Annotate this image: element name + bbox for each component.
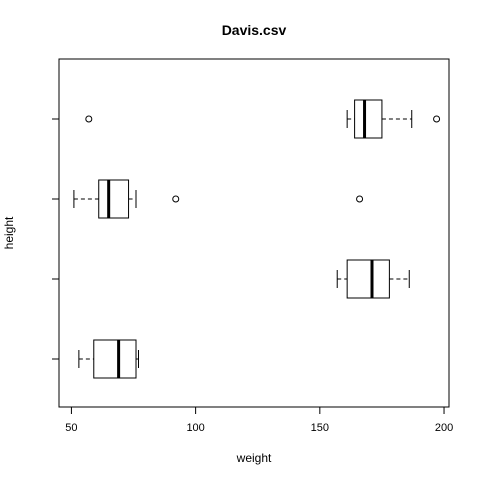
box-iqr (98, 179, 130, 219)
x-tick-label: 50 (65, 422, 77, 434)
box-iqr (354, 99, 383, 139)
outlier-point (433, 115, 441, 123)
box-iqr (346, 259, 390, 299)
y-axis (52, 118, 60, 360)
x-tick-label: 150 (311, 422, 329, 434)
outlier-point (172, 195, 180, 203)
x-tick-label: 200 (435, 422, 453, 434)
box-1 (78, 339, 139, 379)
boxes-group (73, 99, 441, 379)
outlier-point (85, 115, 93, 123)
chart-title: Davis.csv (222, 22, 287, 38)
x-axis-label: weight (236, 451, 272, 465)
box-4 (85, 99, 441, 139)
box-2 (336, 259, 410, 299)
x-tick-label: 100 (186, 422, 204, 434)
y-axis-label: height (2, 216, 16, 249)
outlier-point (356, 195, 364, 203)
x-axis: 50 100 150 200 (65, 406, 453, 434)
box-3 (73, 179, 364, 219)
box-iqr (93, 339, 137, 379)
